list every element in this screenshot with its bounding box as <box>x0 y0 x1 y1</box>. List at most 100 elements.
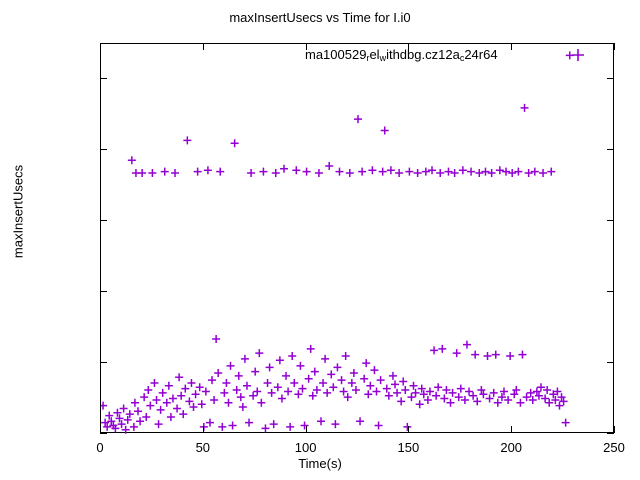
data-point-marker <box>101 401 108 410</box>
x-tick-mark-top <box>511 43 513 50</box>
data-point-marker <box>522 393 531 402</box>
x-tick-mark-top <box>614 43 615 50</box>
data-point-marker <box>483 352 492 360</box>
data-point-marker <box>409 381 418 390</box>
data-point-marker <box>520 103 529 112</box>
data-point-marker <box>364 390 373 399</box>
data-point-marker <box>288 352 297 360</box>
data-point-marker <box>181 384 190 393</box>
data-point-marker <box>208 376 217 385</box>
data-point-marker <box>351 386 360 395</box>
data-point-marker <box>376 376 385 385</box>
legend-sub-c: c <box>459 52 465 63</box>
x-tick-label: 200 <box>500 440 523 455</box>
data-point-marker <box>125 410 134 419</box>
y-tick-mark-right <box>607 149 614 151</box>
x-tick-mark-top <box>202 43 204 50</box>
data-point-marker <box>253 387 262 396</box>
data-point-marker <box>499 387 508 396</box>
data-point-marker <box>306 344 315 353</box>
legend-text-mid1: el <box>369 47 380 62</box>
data-point-marker <box>403 422 412 431</box>
legend-sub-w: w <box>379 52 387 63</box>
legend-text-mid2: ithdbg.cz12a <box>386 47 460 62</box>
data-point-marker <box>185 397 194 406</box>
data-point-marker <box>236 393 245 402</box>
x-tick-mark-top <box>305 43 307 50</box>
data-point-marker <box>559 397 568 406</box>
data-point-marker <box>430 346 439 355</box>
data-point-marker <box>419 390 428 399</box>
x-tick-label: 50 <box>195 440 211 455</box>
data-point-marker <box>130 398 139 407</box>
data-point-marker <box>532 387 541 396</box>
data-point-marker <box>489 388 498 397</box>
data-point-marker <box>290 378 299 387</box>
data-point-marker <box>337 376 346 385</box>
data-point-marker <box>378 167 387 176</box>
data-point-marker <box>228 421 237 430</box>
data-point-marker <box>557 393 566 402</box>
data-point-marker <box>524 169 533 178</box>
data-point-marker <box>555 401 564 410</box>
data-point-marker <box>534 391 543 400</box>
data-point-marker <box>269 420 278 429</box>
data-point-marker <box>140 393 149 402</box>
data-point-marker <box>210 395 219 404</box>
data-point-marker <box>300 421 309 430</box>
x-tick-label: 250 <box>603 440 625 455</box>
data-point-marker <box>421 167 430 176</box>
data-point-marker <box>175 373 184 382</box>
data-point-marker <box>450 169 459 178</box>
data-point-marker <box>460 395 469 404</box>
data-point-marker <box>183 136 192 145</box>
data-point-marker <box>298 384 307 393</box>
x-tick-label: 150 <box>397 440 420 455</box>
data-point-marker <box>177 391 186 400</box>
data-point-marker <box>275 356 284 365</box>
data-point-marker <box>407 393 416 402</box>
data-point-marker <box>333 363 342 372</box>
data-point-marker <box>218 422 227 431</box>
data-point-marker <box>341 352 350 360</box>
legend-label: ma100529relwithdbg.cz12ac24r64 <box>305 47 498 63</box>
data-point-marker <box>234 371 243 380</box>
y-tick-mark <box>100 149 107 151</box>
data-point-marker <box>432 391 441 400</box>
data-point-marker <box>485 394 494 403</box>
data-point-marker <box>380 126 389 135</box>
data-point-marker <box>271 169 280 178</box>
data-point-marker <box>251 367 260 376</box>
y-axis-label: maxInsertUsecs <box>10 164 26 259</box>
data-point-marker <box>491 350 500 359</box>
data-point-marker <box>203 166 212 175</box>
y-tick-mark-right <box>607 362 614 364</box>
legend-marker-icon <box>572 49 584 61</box>
data-point-marker <box>530 167 539 176</box>
data-point-marker <box>479 390 488 399</box>
x-tick-mark <box>408 426 410 433</box>
data-point-marker <box>467 167 476 176</box>
data-point-marker <box>473 397 482 406</box>
data-point-marker <box>506 352 515 360</box>
data-point-marker <box>226 361 235 370</box>
data-point-marker <box>438 344 447 353</box>
data-point-marker <box>547 167 556 176</box>
data-point-marker <box>452 349 461 358</box>
data-point-marker <box>374 421 383 430</box>
data-point-marker <box>187 378 196 387</box>
data-point-marker <box>368 166 377 175</box>
data-point-marker <box>444 167 453 176</box>
data-point-marker <box>436 169 445 178</box>
x-tick-mark <box>511 426 513 433</box>
data-point-marker <box>417 384 426 393</box>
data-point-marker <box>263 378 272 387</box>
data-point-marker <box>395 169 404 178</box>
data-point-marker <box>440 394 449 403</box>
data-point-marker <box>356 417 365 426</box>
x-tick-mark-top <box>408 43 410 50</box>
data-point-marker <box>319 378 328 387</box>
data-point-marker <box>216 167 225 176</box>
data-point-marker <box>232 386 241 395</box>
data-point-marker <box>160 167 169 176</box>
